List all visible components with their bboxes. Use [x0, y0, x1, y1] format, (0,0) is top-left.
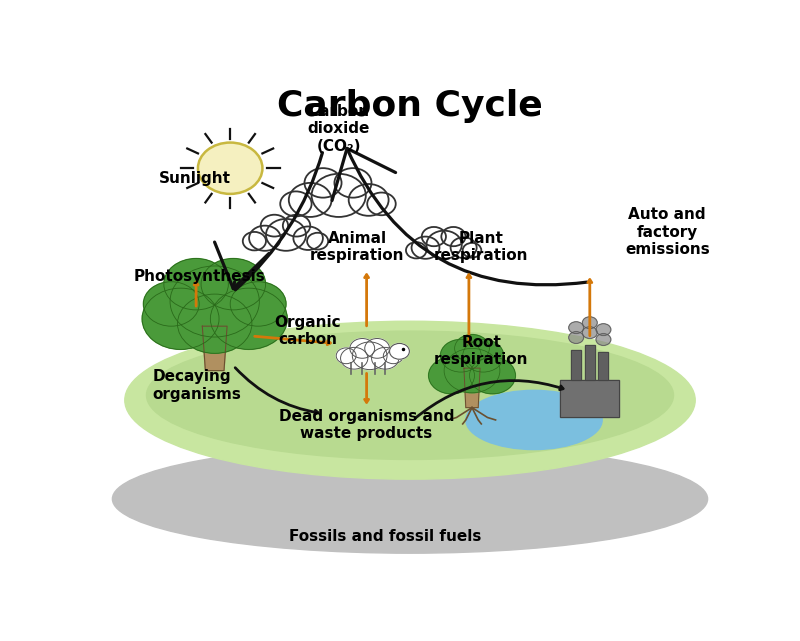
Circle shape: [341, 347, 368, 369]
Circle shape: [294, 226, 323, 250]
Circle shape: [406, 242, 426, 258]
Circle shape: [582, 327, 598, 338]
Circle shape: [170, 266, 259, 337]
Circle shape: [365, 338, 390, 358]
Circle shape: [454, 335, 490, 362]
Circle shape: [367, 192, 396, 215]
Circle shape: [280, 192, 312, 217]
Circle shape: [383, 348, 403, 363]
Ellipse shape: [113, 445, 707, 553]
Ellipse shape: [125, 321, 695, 479]
Circle shape: [422, 227, 446, 246]
Text: Fossils and fossil fuels: Fossils and fossil fuels: [289, 529, 482, 544]
Ellipse shape: [466, 390, 602, 449]
Polygon shape: [202, 326, 227, 370]
Text: Carbon
dioxide
(CO₂): Carbon dioxide (CO₂): [307, 104, 370, 154]
Circle shape: [198, 142, 262, 194]
Text: Auto and
factory
emissions: Auto and factory emissions: [625, 208, 710, 257]
Circle shape: [334, 168, 371, 197]
FancyBboxPatch shape: [560, 381, 619, 417]
Circle shape: [569, 331, 584, 344]
Polygon shape: [464, 368, 480, 408]
Circle shape: [283, 215, 310, 237]
Circle shape: [142, 288, 219, 349]
Circle shape: [596, 333, 611, 345]
Circle shape: [352, 342, 387, 370]
Circle shape: [442, 227, 466, 246]
FancyBboxPatch shape: [571, 350, 581, 381]
Circle shape: [596, 324, 611, 335]
Text: Sunlight: Sunlight: [159, 171, 231, 186]
Circle shape: [470, 357, 515, 394]
Circle shape: [210, 288, 287, 349]
Circle shape: [230, 282, 286, 326]
Text: Root
respiration: Root respiration: [434, 335, 529, 367]
Text: Organic
carbon: Organic carbon: [274, 315, 341, 347]
Circle shape: [143, 282, 199, 326]
FancyBboxPatch shape: [598, 352, 609, 381]
Circle shape: [349, 184, 389, 216]
Circle shape: [336, 348, 356, 363]
Circle shape: [266, 219, 306, 251]
Circle shape: [390, 344, 410, 359]
Text: Animal
respiration: Animal respiration: [310, 231, 405, 263]
FancyBboxPatch shape: [585, 345, 594, 381]
Circle shape: [261, 215, 288, 237]
Text: Photosynthesis: Photosynthesis: [134, 269, 266, 285]
Circle shape: [569, 322, 584, 333]
Circle shape: [371, 347, 399, 369]
Circle shape: [350, 338, 374, 358]
Ellipse shape: [146, 331, 674, 460]
Circle shape: [444, 349, 500, 393]
Circle shape: [426, 231, 462, 259]
Circle shape: [249, 226, 281, 251]
Circle shape: [582, 317, 598, 329]
Circle shape: [429, 357, 474, 394]
Circle shape: [289, 183, 331, 217]
Circle shape: [462, 243, 482, 258]
Circle shape: [411, 237, 439, 259]
Circle shape: [201, 258, 266, 310]
Text: Plant
respiration: Plant respiration: [434, 231, 529, 263]
Circle shape: [307, 233, 328, 249]
Circle shape: [440, 340, 482, 372]
Circle shape: [164, 258, 228, 310]
Circle shape: [242, 232, 266, 251]
Circle shape: [305, 168, 342, 197]
Text: Carbon Cycle: Carbon Cycle: [277, 89, 543, 123]
Circle shape: [450, 237, 477, 258]
Circle shape: [178, 294, 252, 353]
Text: Decaying
organisms: Decaying organisms: [153, 369, 242, 402]
Circle shape: [312, 174, 366, 217]
Circle shape: [462, 340, 504, 372]
Text: Dead organisms and
waste products: Dead organisms and waste products: [279, 409, 454, 441]
